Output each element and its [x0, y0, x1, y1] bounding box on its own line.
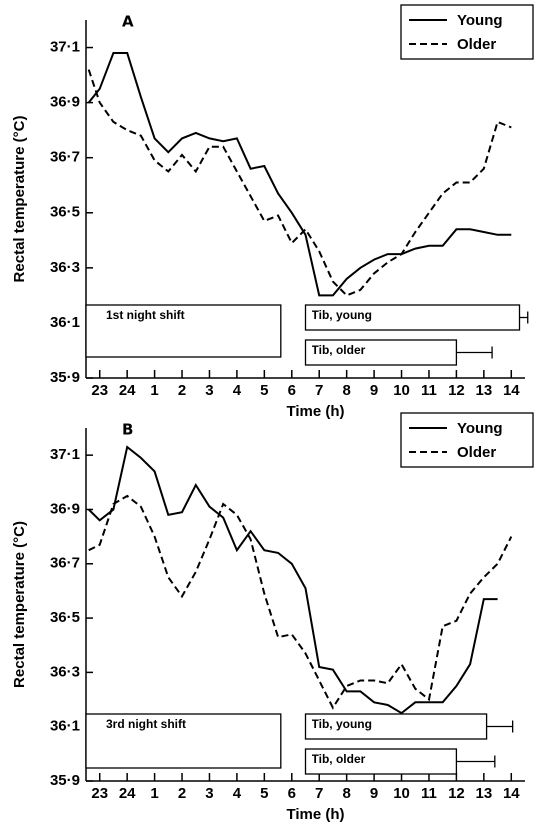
interval-label-box: Tib, young [311, 717, 372, 731]
panel-label: B [122, 421, 133, 439]
x-tick-label: 13 [476, 382, 493, 399]
interval-label-box: Tib, older [311, 343, 366, 357]
series-line [87, 445, 498, 715]
x-tick-label: 12 [448, 785, 465, 802]
y-tick-label: 36·7 [50, 149, 80, 166]
y-tick-label: 36·1 [50, 314, 80, 331]
interval-label-box: Tib, older [311, 752, 366, 766]
x-tick-label: 2 [178, 382, 186, 399]
interval-label-box: 3rd night shift [106, 717, 186, 731]
x-tick-label: 6 [288, 785, 296, 802]
legend-label: Older [457, 36, 496, 53]
y-tick-label: 36·9 [50, 94, 80, 111]
y-tick-label: 35·9 [50, 772, 80, 789]
x-tick-label: 4 [233, 785, 242, 802]
x-tick-label: 9 [370, 382, 378, 399]
x-tick-label: 9 [370, 785, 378, 802]
x-tick-label: 3 [205, 382, 213, 399]
x-tick-label: 5 [260, 785, 268, 802]
x-tick-label: 24 [119, 785, 136, 802]
x-axis-label: Time (h) [286, 806, 344, 823]
legend-label: Young [457, 12, 503, 29]
x-tick-label: 4 [233, 382, 242, 399]
legend-box [400, 4, 534, 60]
x-axis-label: Time (h) [286, 403, 344, 420]
y-tick-label: 36·7 [50, 555, 80, 572]
x-tick-label: 23 [91, 785, 108, 802]
y-axis-label: Rectal temperature (°C) [11, 521, 28, 688]
x-tick-label: 1 [150, 785, 158, 802]
x-tick-label: 12 [448, 382, 465, 399]
interval-box [304, 748, 458, 775]
x-tick-label: 2 [178, 785, 186, 802]
legend-box [400, 412, 534, 468]
interval-label: 1st night shift [106, 308, 185, 322]
interval-label: Tib, older [311, 752, 366, 766]
interval-box [85, 304, 282, 358]
legend-label: Young [457, 420, 503, 437]
legend-label: Older [457, 444, 496, 461]
interval-box [304, 713, 488, 740]
y-tick-label: 36·5 [50, 204, 80, 221]
x-tick-label: 7 [315, 382, 323, 399]
y-tick-label: 37·1 [50, 39, 80, 56]
y-tick-label: 36·5 [50, 609, 80, 626]
interval-box [304, 339, 458, 366]
x-tick-label: 14 [503, 785, 520, 802]
x-tick-label: 3 [205, 785, 213, 802]
x-tick-label: 14 [503, 382, 520, 399]
x-tick-label: 5 [260, 382, 268, 399]
x-tick-label: 11 [421, 382, 437, 399]
x-tick-label: 8 [342, 785, 350, 802]
interval-label: Tib, young [311, 308, 372, 322]
x-tick-label: 8 [342, 382, 350, 399]
x-tick-label: 11 [421, 785, 437, 802]
interval-label-box: Tib, young [311, 308, 372, 322]
y-tick-label: 36·1 [50, 718, 80, 735]
y-tick-label: 36·9 [50, 500, 80, 517]
x-tick-label: 6 [288, 382, 296, 399]
x-tick-label: 13 [476, 785, 493, 802]
y-axis-label: Rectal temperature (°C) [11, 116, 28, 283]
series-line [87, 52, 512, 297]
x-tick-label: 1 [150, 382, 158, 399]
series-line [88, 494, 513, 710]
x-tick-label: 23 [91, 382, 108, 399]
y-tick-label: 37·1 [50, 446, 80, 463]
interval-box [304, 304, 521, 331]
x-tick-label: 10 [393, 382, 410, 399]
interval-label-box: 1st night shift [106, 308, 185, 322]
y-tick-label: 36·3 [50, 259, 80, 276]
interval-label: 3rd night shift [106, 717, 186, 731]
x-tick-label: 10 [393, 785, 410, 802]
x-tick-label: 7 [315, 785, 323, 802]
interval-label: Tib, young [311, 717, 372, 731]
y-tick-label: 35·9 [50, 369, 80, 386]
x-tick-label: 24 [119, 382, 136, 399]
interval-box [85, 713, 282, 769]
series-line [87, 69, 512, 297]
y-tick-label: 36·3 [50, 663, 80, 680]
interval-label: Tib, older [311, 343, 366, 357]
panel-label: A [122, 13, 134, 31]
